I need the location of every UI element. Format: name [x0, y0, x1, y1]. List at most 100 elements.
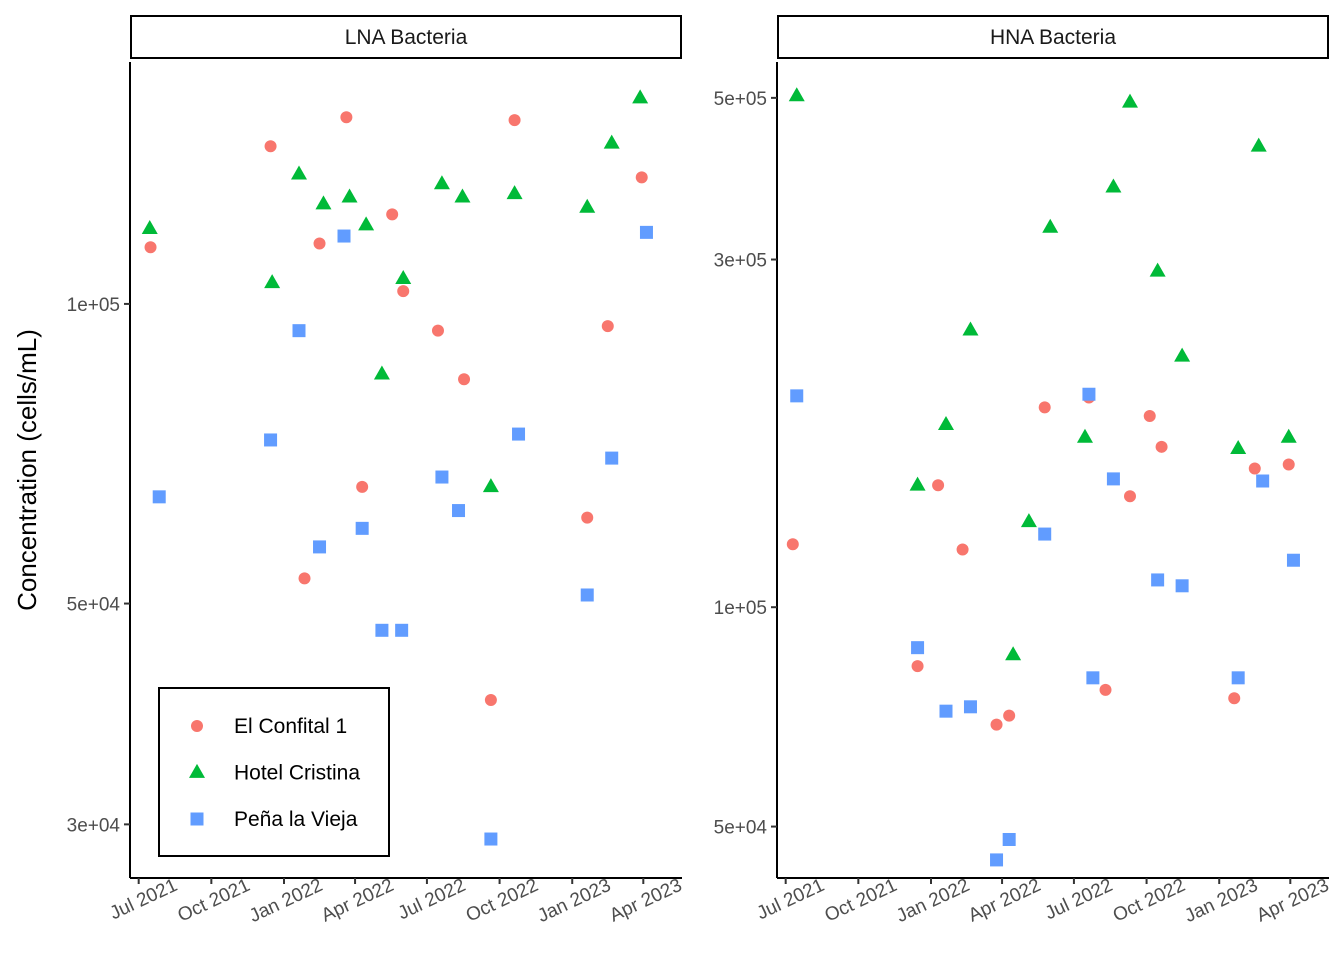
data-point-circle [1038, 401, 1051, 414]
data-point-circle [458, 373, 471, 386]
data-point-circle [932, 479, 945, 492]
data-point-square [911, 641, 925, 655]
panel-strip [130, 15, 682, 59]
data-point-square [605, 451, 619, 465]
data-point-triangle [482, 478, 499, 493]
legend-key-triangle [189, 763, 205, 778]
y-tick-label: 3e+05 [714, 251, 767, 272]
x-tick-label: Apr 2022 [965, 875, 1044, 927]
data-point-circle [298, 572, 311, 585]
data-point-triangle [141, 220, 158, 235]
data-point-triangle [373, 365, 390, 380]
data-point-triangle [1105, 178, 1122, 193]
data-point-square [1286, 553, 1300, 567]
y-tick-label: 5e+04 [67, 595, 121, 616]
x-tick-label: Oct 2022 [463, 875, 542, 927]
x-tick-label: Jul 2021 [107, 875, 181, 924]
data-point-triangle [1280, 428, 1297, 443]
data-point-circle [990, 718, 1003, 731]
data-point-circle [635, 171, 648, 184]
data-point-square [512, 427, 526, 441]
data-point-triangle [290, 165, 307, 180]
data-point-square [1231, 671, 1245, 685]
data-point-circle [1123, 490, 1136, 503]
data-point-triangle [1250, 137, 1267, 152]
data-point-square [313, 540, 327, 554]
data-point-square [990, 853, 1004, 867]
data-point-triangle [1042, 218, 1059, 233]
data-point-triangle [433, 175, 450, 190]
legend-label: Peña la Vieja [234, 808, 358, 831]
data-point-circle [1282, 458, 1295, 471]
data-point-circle [356, 480, 369, 493]
data-point-triangle [1076, 428, 1093, 443]
data-point-square [355, 521, 369, 535]
data-point-circle [1155, 440, 1168, 453]
panel-strip [777, 15, 1329, 59]
data-point-circle [1228, 692, 1241, 705]
data-point-triangle [937, 416, 954, 431]
y-tick-label: 3e+04 [67, 815, 121, 836]
y-tick-label: 5e+05 [714, 89, 767, 110]
data-point-square [790, 389, 804, 403]
data-point-circle [340, 111, 353, 124]
data-point-circle [144, 241, 157, 254]
data-point-circle [397, 285, 410, 298]
data-point-square [264, 433, 278, 447]
data-point-square [484, 832, 498, 846]
data-point-circle [264, 140, 277, 153]
x-tick-label: Jan 2023 [534, 875, 614, 927]
data-point-circle [508, 114, 521, 127]
data-point-circle [484, 694, 497, 707]
x-tick-label: Jul 2022 [1042, 875, 1116, 924]
x-tick-label: Oct 2021 [822, 875, 901, 927]
data-point-square [1256, 474, 1270, 488]
data-point-square [939, 704, 953, 718]
data-point-square [452, 504, 466, 518]
data-point-triangle [579, 198, 596, 213]
x-tick-label: Jul 2021 [754, 875, 828, 924]
data-point-triangle [909, 476, 926, 491]
data-point-circle [1099, 683, 1112, 696]
data-point-triangle [454, 188, 471, 203]
data-point-triangle [1020, 513, 1037, 528]
data-point-square [375, 623, 389, 637]
data-point-triangle [788, 87, 805, 102]
data-point-circle [581, 511, 594, 524]
data-point-square [1002, 832, 1016, 846]
data-point-triangle [506, 185, 523, 200]
x-tick-label: Jan 2023 [1181, 875, 1261, 927]
legend-label: Hotel Cristina [234, 762, 360, 785]
x-tick-label: Oct 2021 [175, 875, 254, 927]
data-point-square [1151, 573, 1165, 587]
y-tick-label: 1e+05 [714, 598, 767, 619]
data-point-circle [1248, 462, 1261, 475]
panel-title: LNA Bacteria [345, 26, 468, 49]
data-point-square [152, 490, 166, 504]
data-point-triangle [1121, 93, 1138, 108]
x-tick-label: Apr 2023 [607, 875, 686, 927]
panel-title: HNA Bacteria [990, 26, 1116, 49]
data-point-square [1038, 527, 1052, 541]
data-point-square [639, 225, 653, 239]
y-axis-title: Concentration (cells/mL) [12, 329, 42, 611]
y-tick-label: 5e+04 [714, 818, 768, 839]
data-point-square [435, 470, 449, 484]
data-point-circle [1143, 409, 1156, 422]
x-tick-label: Jan 2022 [246, 875, 326, 927]
data-point-square [395, 623, 409, 637]
data-point-triangle [1149, 262, 1166, 277]
data-point-square [580, 588, 594, 602]
data-point-triangle [315, 195, 332, 210]
data-point-square [1175, 579, 1189, 593]
y-tick-label: 1e+05 [67, 295, 120, 316]
data-point-triangle [962, 321, 979, 336]
data-point-triangle [603, 134, 620, 149]
legend-key-square [190, 812, 204, 826]
data-point-triangle [264, 274, 281, 289]
data-point-triangle [358, 216, 375, 231]
data-point-square [292, 324, 306, 338]
data-point-circle [1003, 709, 1016, 722]
data-point-circle [313, 237, 326, 250]
